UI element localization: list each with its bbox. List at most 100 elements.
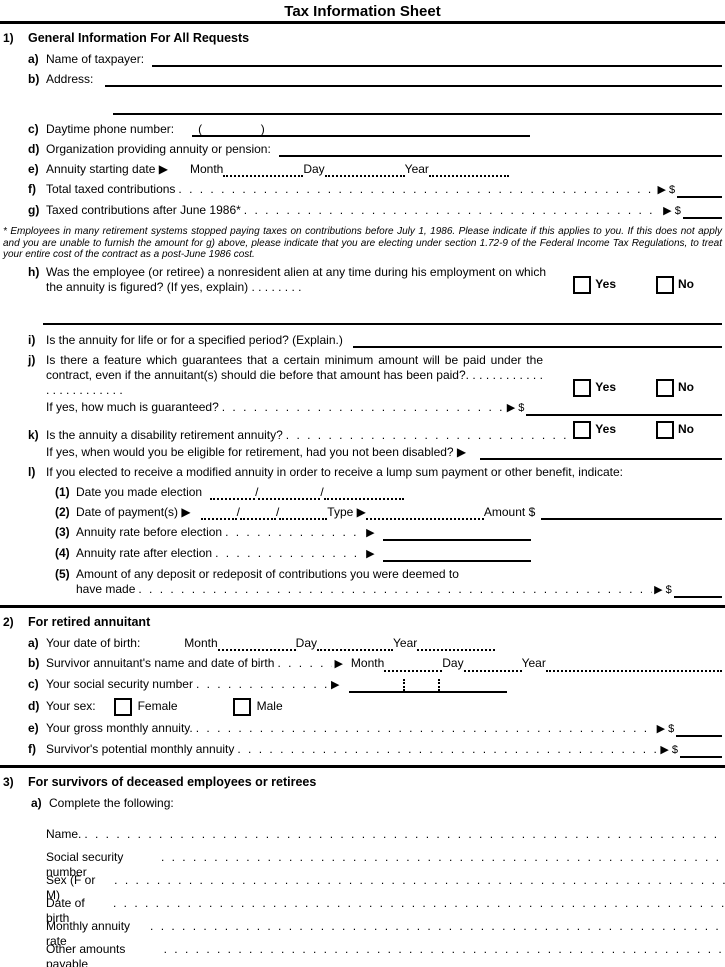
item-letter: a) (31, 795, 42, 810)
rate-after-input-line[interactable] (382, 548, 531, 562)
payment-amount-input-line[interactable] (541, 506, 722, 520)
item-label: Annuity rate after election (76, 545, 213, 560)
day-input-field[interactable] (317, 638, 393, 651)
phone-input-line[interactable]: ( ) (192, 122, 531, 137)
taxpayer-name-input-line[interactable] (152, 53, 722, 67)
arrow: ▶ (330, 678, 340, 691)
payment-type-field[interactable] (365, 507, 484, 520)
rate-before-input-line[interactable] (382, 527, 531, 541)
item-label: Date you made election (76, 484, 203, 499)
yes-label: Yes (595, 380, 616, 394)
section-divider (0, 604, 725, 608)
item-letter: d) (28, 142, 40, 156)
item-letter: b) (28, 72, 40, 86)
table-row-label: Other amounts payable. . . . . . . . . .… (46, 941, 725, 967)
day-input-field[interactable] (463, 659, 522, 672)
item-taxed-contributions-1986: g) Taxed contributions after June 1986* … (0, 203, 725, 219)
year-input-field[interactable] (417, 638, 496, 651)
subitem-number: (5) (55, 566, 70, 581)
male-checkbox[interactable] (232, 697, 251, 716)
item-label: Date of payment(s) ▶ (76, 504, 191, 519)
item-label: Survivor's potential monthly annuity (46, 741, 235, 756)
dot-leader: . . . . . . . . . . . . . . . . . . . . … (163, 941, 725, 956)
explain-input-line[interactable] (43, 311, 722, 325)
item-name-of-taxpayer: a) Name of taxpayer: (0, 52, 725, 67)
item-letter: f) (28, 741, 36, 756)
item-letter: k) (28, 427, 39, 442)
item-letter: d) (28, 699, 40, 713)
yes-checkbox[interactable] (573, 275, 592, 294)
life-or-period-input-line[interactable] (352, 334, 722, 348)
no-checkbox[interactable] (656, 275, 674, 294)
section2-number: 2) (3, 614, 14, 629)
item-survivor-potential-annuity: f) Survivor's potential monthly annuity … (0, 742, 725, 758)
item-label: Your sex: (46, 699, 96, 713)
item-label: Amount of any deposit or redeposit of co… (76, 566, 459, 581)
yes-checkbox[interactable] (573, 420, 592, 439)
slash: / (275, 504, 280, 519)
item-label: Your social security number (46, 676, 193, 691)
address-input-line-1[interactable] (105, 73, 722, 87)
organization-input-line[interactable] (278, 143, 722, 157)
no-checkbox[interactable] (656, 378, 674, 397)
arrow-dollar: ▶ $ (663, 205, 681, 217)
dot-leader: . . . . . . . . . . . . . . . . . . . . … (285, 427, 574, 442)
page-title: Tax Information Sheet (284, 3, 441, 20)
payment-month-field[interactable] (200, 507, 237, 520)
guaranteed-amount-input-line[interactable] (526, 402, 722, 416)
gross-annuity-input-line[interactable] (676, 723, 722, 737)
item-gross-monthly-annuity: e) Your gross monthly annuity. . . . . .… (0, 721, 725, 737)
item-letter: e) (28, 162, 39, 176)
day-label: Day (442, 655, 464, 670)
payment-year-field[interactable] (279, 507, 328, 520)
subitem-rate-after: (4) Annuity rate after election . . . . … (0, 546, 725, 562)
ssn-input-line[interactable] (349, 678, 508, 693)
no-label: No (678, 422, 694, 436)
type-label: Type ▶ (327, 504, 366, 519)
election-year-field[interactable] (323, 487, 404, 500)
survivor-annuity-input-line[interactable] (680, 744, 722, 758)
yes-checkbox[interactable] (573, 378, 592, 397)
item-label: Complete the following: (49, 795, 174, 810)
month-input-field[interactable] (223, 164, 304, 177)
section-retired-annuitant: 2) For retired annuitant a) Your date of… (0, 615, 725, 758)
contributions-1986-input-line[interactable] (682, 205, 722, 219)
item-guarantee-feature: j) Is there a feature which guarantees t… (0, 353, 725, 398)
day-input-field[interactable] (324, 164, 405, 177)
phone-paren-open: ( (198, 122, 203, 136)
no-checkbox[interactable] (656, 420, 674, 439)
election-day-field[interactable] (258, 487, 321, 500)
item-label: Name of taxpayer: (46, 52, 145, 66)
subitem-number: (4) (55, 545, 70, 560)
female-checkbox[interactable] (113, 697, 132, 716)
year-input-field[interactable] (428, 164, 509, 177)
item-label: Your date of birth: (46, 635, 141, 650)
subitem-number: (3) (55, 524, 70, 539)
section2-header: 2) For retired annuitant (0, 615, 725, 630)
month-input-field[interactable] (384, 659, 443, 672)
arrow-dollar: ▶ $ (656, 722, 675, 735)
item-label: Organization providing annuity or pensio… (46, 142, 271, 156)
item-label: Survivor annuitant's name and date of bi… (46, 655, 275, 670)
address-input-line-2[interactable] (113, 101, 722, 115)
item-your-dob: a) Your date of birth: Month Day Year (0, 636, 725, 651)
item-label: Annuity rate before election (76, 524, 223, 539)
item-label: Taxed contributions after June 1986* (46, 203, 241, 217)
month-input-field[interactable] (217, 638, 296, 651)
item-address: b) Address: (0, 72, 725, 87)
item-your-ssn: c) Your social security number . . . . .… (0, 677, 725, 693)
deposit-amount-input-line[interactable] (673, 584, 722, 598)
section1-title: General Information For All Requests (28, 31, 250, 45)
eligible-date-input-line[interactable] (480, 446, 722, 460)
item-letter: c) (28, 122, 39, 136)
dot-leader: . . . . . . . . . . . . . . . . . . . . … (138, 581, 652, 596)
year-input-field[interactable] (545, 659, 722, 672)
item-label: Is there a feature which guarantees that… (46, 352, 543, 397)
dot-leader: . . . . . . . . . . . . . . . . . . . . … (160, 849, 725, 864)
section1-number: 1) (3, 31, 14, 45)
item-label: If yes, how much is guaranteed? (46, 399, 219, 414)
total-contributions-input-line[interactable] (677, 184, 722, 198)
dot-leader: . . . . . . . . . . . . . . . . . . . . … (243, 203, 661, 217)
payment-day-field[interactable] (239, 507, 276, 520)
election-month-field[interactable] (210, 487, 256, 500)
